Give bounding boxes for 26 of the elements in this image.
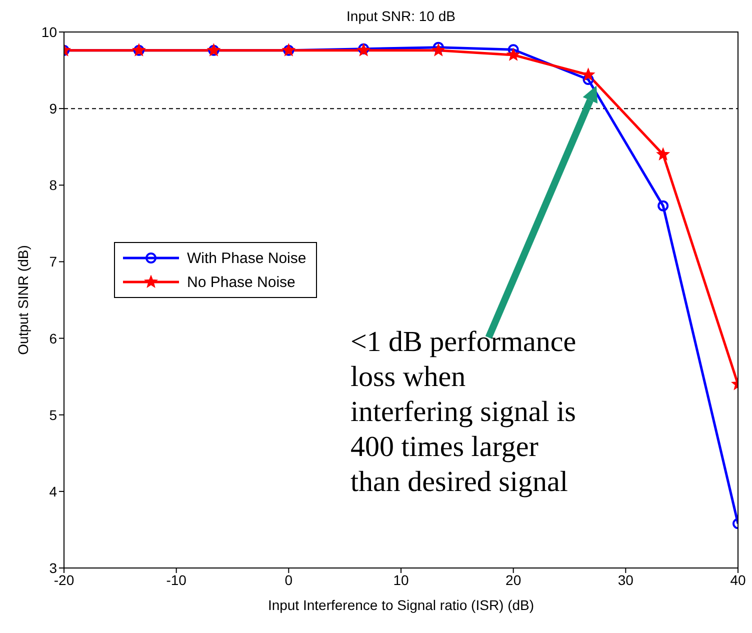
y-tick-label: 4 — [49, 483, 58, 500]
y-tick-label: 6 — [49, 330, 58, 346]
point — [656, 148, 670, 160]
y-tick-label: 8 — [49, 177, 58, 194]
point — [582, 68, 594, 80]
x-tick-label: 40 — [730, 572, 746, 588]
x-tick-label: -10 — [166, 572, 187, 588]
chart-title: Input SNR: 10 dB — [346, 8, 456, 24]
x-axis-title: Input Interference to Signal ratio (ISR) (dB) — [268, 597, 534, 613]
x-tick-label: 10 — [393, 572, 409, 588]
x-tick-label: 0 — [284, 572, 293, 588]
x-tick-label: 30 — [618, 572, 634, 588]
y-axis-title: Output SINR (dB) — [14, 245, 31, 355]
x-tick-label: 20 — [506, 572, 522, 588]
point — [432, 44, 445, 56]
y-tick-label: 5 — [49, 406, 58, 423]
y-tick-label: 9 — [49, 100, 58, 117]
legend-label: With Phase Noise — [187, 250, 306, 266]
point — [432, 42, 444, 53]
y-tick-label: 10 — [41, 24, 58, 40]
legend-label: No Phase Noise — [187, 274, 296, 290]
point — [658, 200, 669, 212]
point — [582, 74, 594, 85]
annotation: <1 dB performance loss when interfering signal is 400 times larger than desired signal — [350, 326, 576, 498]
point — [507, 48, 520, 60]
y-tick-label: 7 — [49, 254, 58, 270]
